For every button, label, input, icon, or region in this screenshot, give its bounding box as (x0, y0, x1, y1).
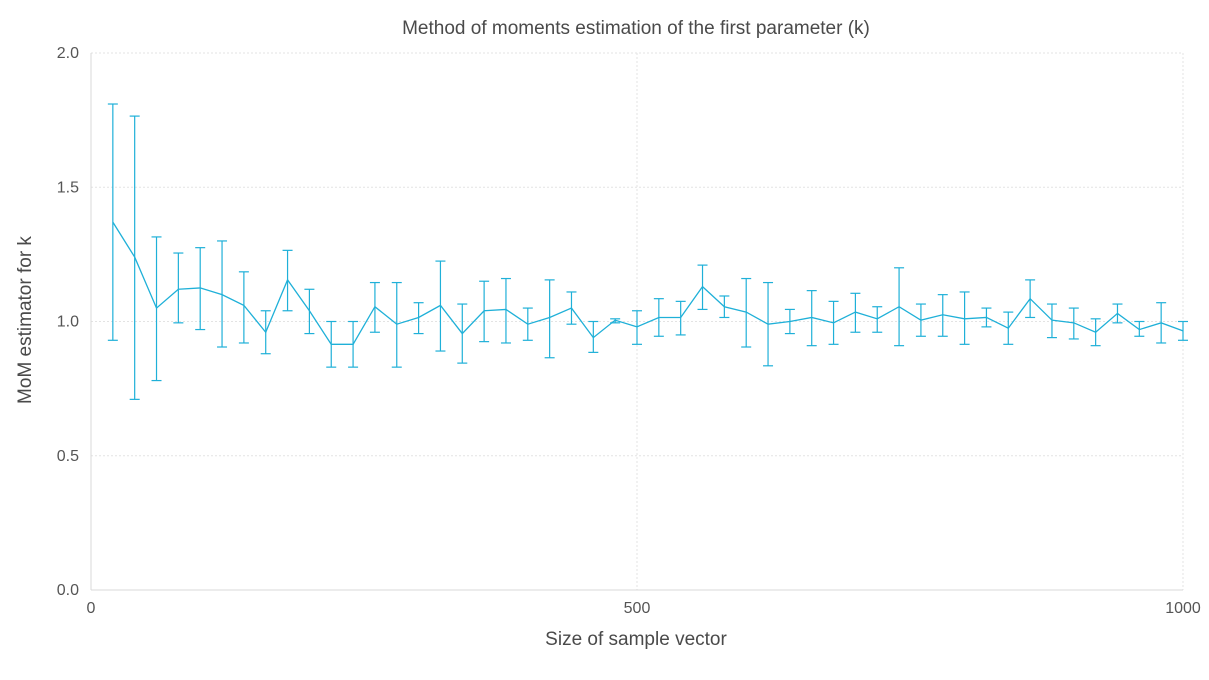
y-tick-label: 2.0 (57, 45, 79, 62)
error-bar (1046, 303, 1057, 339)
error-bar (959, 291, 970, 345)
x-tick-label: 1000 (1165, 600, 1201, 617)
error-bar (675, 300, 686, 336)
y-tick-label: 1.0 (57, 314, 79, 331)
y-tick-label: 0.0 (57, 582, 79, 599)
error-bars (107, 103, 1188, 400)
chart-title: Method of moments estimation of the firs… (402, 18, 870, 39)
series-line (112, 221, 1184, 345)
y-axis-label: MoM estimator for k (15, 236, 36, 404)
x-axis-label: Size of sample vector (545, 629, 727, 650)
x-tick-label: 0 (87, 600, 96, 617)
axes (90, 53, 1183, 591)
error-bar (806, 290, 817, 347)
y-tick-label: 1.5 (57, 179, 79, 196)
y-tick-label: 0.5 (57, 448, 79, 465)
x-tick-labels: 0 500 1000 (87, 600, 1201, 617)
error-bar (500, 277, 511, 344)
error-bar (173, 252, 184, 324)
y-tick-labels: 0.0 0.5 1.0 1.5 2.0 (57, 45, 79, 599)
error-bar (544, 279, 555, 359)
x-tick-label: 500 (624, 600, 651, 617)
error-bar (238, 271, 249, 344)
series-line-group (112, 221, 1184, 345)
